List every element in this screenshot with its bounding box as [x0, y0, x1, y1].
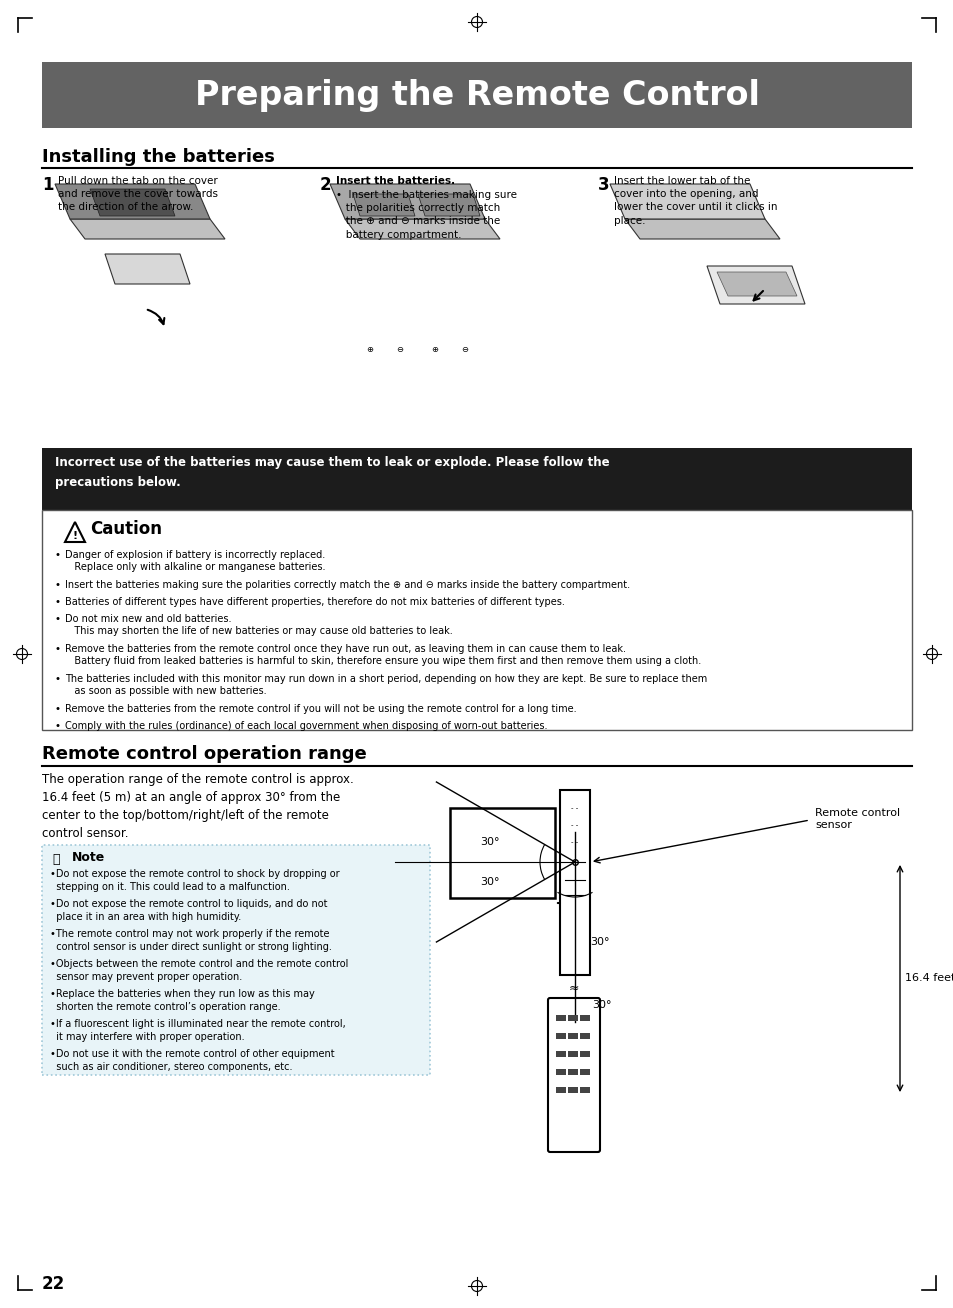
FancyBboxPatch shape [567, 1052, 578, 1057]
Polygon shape [417, 194, 479, 216]
FancyBboxPatch shape [567, 1033, 578, 1039]
Text: Batteries of different types have different properties, therefore do not mix bat: Batteries of different types have differ… [65, 596, 564, 607]
Text: 22: 22 [42, 1275, 65, 1294]
Text: Installing the batteries: Installing the batteries [42, 148, 274, 166]
Text: -: - [470, 326, 474, 336]
FancyBboxPatch shape [567, 1087, 578, 1093]
Text: 3: 3 [598, 177, 609, 194]
Text: Incorrect use of the batteries may cause them to leak or explode. Please follow : Incorrect use of the batteries may cause… [55, 456, 609, 470]
Text: •: • [55, 613, 61, 624]
Polygon shape [90, 188, 174, 216]
FancyBboxPatch shape [556, 1052, 565, 1057]
FancyBboxPatch shape [42, 449, 911, 510]
Text: 2: 2 [319, 177, 332, 194]
Text: Comply with the rules (ordinance) of each local government when disposing of wor: Comply with the rules (ordinance) of eac… [65, 721, 547, 731]
Text: 📝: 📝 [52, 853, 59, 866]
FancyBboxPatch shape [567, 1015, 578, 1022]
Text: •If a fluorescent light is illuminated near the remote control,
  it may interfe: •If a fluorescent light is illuminated n… [50, 1019, 345, 1041]
Text: 30°: 30° [592, 1001, 611, 1010]
Text: •: • [55, 674, 61, 684]
Text: •  Insert the batteries making sure
   the polarities correctly match
   the ⊕ a: • Insert the batteries making sure the p… [335, 190, 517, 239]
Text: Insert the batteries making sure the polarities correctly match the ⊕ and ⊖ mark: Insert the batteries making sure the pol… [65, 579, 630, 590]
FancyBboxPatch shape [567, 1069, 578, 1075]
FancyBboxPatch shape [450, 808, 555, 899]
Polygon shape [65, 522, 85, 542]
Text: +: + [406, 326, 414, 336]
Text: •Do not expose the remote control to shock by dropping or
  stepping on it. This: •Do not expose the remote control to sho… [50, 869, 339, 892]
Text: 16.4 feet (5 m): 16.4 feet (5 m) [904, 973, 953, 984]
Text: Remote control
sensor: Remote control sensor [814, 808, 900, 829]
Polygon shape [624, 218, 780, 239]
FancyBboxPatch shape [42, 510, 911, 730]
Polygon shape [105, 254, 190, 284]
Text: Remove the batteries from the remote control if you will not be using the remote: Remove the batteries from the remote con… [65, 704, 576, 714]
Text: The operation range of the remote control is approx.
16.4 feet (5 m) at an angle: The operation range of the remote contro… [42, 773, 354, 840]
Polygon shape [55, 184, 210, 218]
FancyBboxPatch shape [579, 1015, 589, 1022]
Text: •Objects between the remote control and the remote control
  sensor may prevent : •Objects between the remote control and … [50, 959, 348, 982]
Text: Pull down the tab on the cover
and remove the cover towards
the direction of the: Pull down the tab on the cover and remov… [58, 177, 218, 212]
FancyBboxPatch shape [579, 1033, 589, 1039]
Text: •: • [55, 579, 61, 590]
Text: The batteries included with this monitor may run down in a short period, dependi: The batteries included with this monitor… [65, 674, 706, 696]
Polygon shape [345, 218, 499, 239]
Polygon shape [609, 184, 764, 218]
Text: •Do not use it with the remote control of other equipment
  such as air conditio: •Do not use it with the remote control o… [50, 1049, 335, 1071]
FancyBboxPatch shape [42, 845, 430, 1075]
Text: ⊕: ⊕ [431, 344, 438, 353]
Text: •: • [55, 596, 61, 607]
Text: ⊕: ⊕ [366, 344, 374, 353]
Text: •Replace the batteries when they run low as this may
  shorten the remote contro: •Replace the batteries when they run low… [50, 989, 314, 1012]
Text: Insert the batteries.: Insert the batteries. [335, 177, 455, 186]
Text: Preparing the Remote Control: Preparing the Remote Control [194, 78, 759, 111]
Text: ≈: ≈ [568, 982, 578, 995]
FancyBboxPatch shape [42, 61, 911, 128]
FancyBboxPatch shape [547, 998, 599, 1152]
FancyBboxPatch shape [556, 1087, 565, 1093]
Text: •: • [55, 721, 61, 731]
Text: 1: 1 [42, 177, 53, 194]
FancyBboxPatch shape [556, 1033, 565, 1039]
Text: ⊖: ⊖ [396, 344, 403, 353]
Text: 30°: 30° [479, 876, 499, 887]
Text: •: • [55, 704, 61, 714]
FancyBboxPatch shape [559, 790, 589, 974]
Text: •The remote control may not work properly if the remote
  control sensor is unde: •The remote control may not work properl… [50, 929, 332, 952]
Text: +: + [446, 313, 454, 322]
Text: Note: Note [71, 852, 105, 865]
Text: - -: - - [571, 804, 578, 811]
FancyBboxPatch shape [556, 1015, 565, 1022]
Polygon shape [70, 218, 225, 239]
Polygon shape [330, 184, 484, 218]
Text: Danger of explosion if battery is incorrectly replaced.
   Replace only with alk: Danger of explosion if battery is incorr… [65, 549, 325, 573]
Text: !: ! [72, 531, 77, 542]
Text: Insert the lower tab of the
cover into the opening, and
lower the cover until it: Insert the lower tab of the cover into t… [614, 177, 777, 225]
Text: Remote control operation range: Remote control operation range [42, 746, 366, 763]
Text: -: - [377, 313, 381, 322]
Text: - -: - - [571, 821, 578, 828]
FancyBboxPatch shape [556, 1069, 565, 1075]
Text: - -: - - [571, 838, 578, 845]
FancyBboxPatch shape [579, 1087, 589, 1093]
Text: Do not mix new and old batteries.
   This may shorten the life of new batteries : Do not mix new and old batteries. This m… [65, 613, 453, 637]
Text: precautions below.: precautions below. [55, 476, 180, 489]
Text: 30°: 30° [589, 937, 609, 947]
Text: Remove the batteries from the remote control once they have run out, as leaving : Remove the batteries from the remote con… [65, 644, 700, 666]
Polygon shape [706, 266, 804, 303]
FancyBboxPatch shape [579, 1069, 589, 1075]
Text: •: • [55, 549, 61, 560]
Text: Caution: Caution [90, 521, 162, 538]
Text: •: • [55, 644, 61, 654]
FancyBboxPatch shape [579, 1052, 589, 1057]
Polygon shape [353, 194, 415, 216]
Polygon shape [717, 272, 796, 296]
Text: 30°: 30° [479, 837, 499, 848]
Text: ⊖: ⊖ [461, 344, 468, 353]
Text: •Do not expose the remote control to liquids, and do not
  place it in an area w: •Do not expose the remote control to liq… [50, 899, 327, 922]
